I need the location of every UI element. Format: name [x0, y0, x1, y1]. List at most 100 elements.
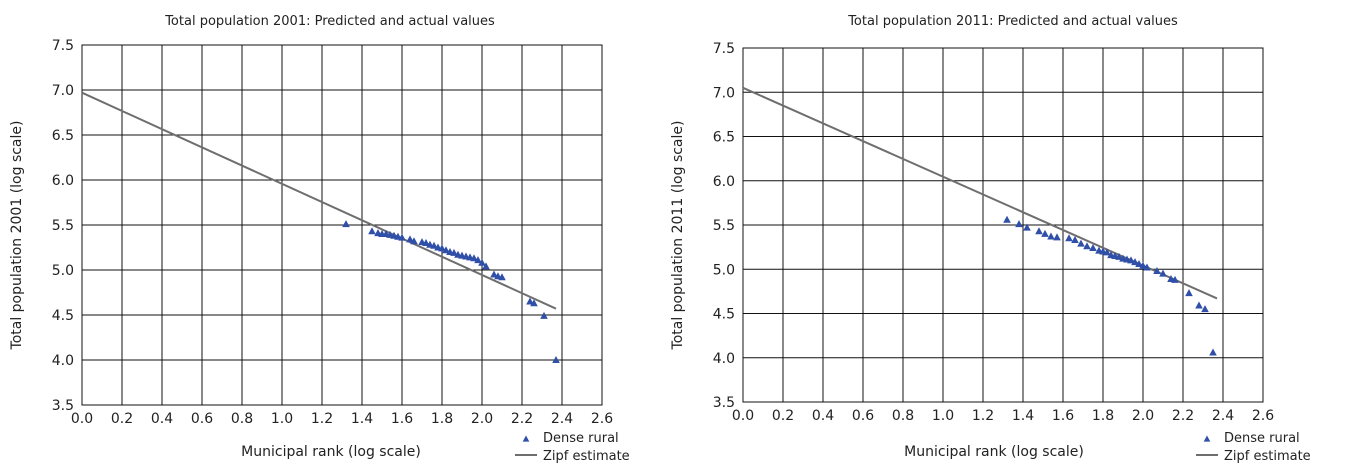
legend: Dense rural Zipf estimate [515, 431, 630, 464]
x-tick-label: 1.2 [972, 408, 994, 424]
x-tick-label: 1.2 [311, 411, 333, 427]
zipf-line [81, 91, 557, 310]
data-point [1153, 267, 1161, 275]
gridlines [81, 44, 603, 406]
x-tick-label: 0.8 [892, 408, 914, 424]
dense-rural-points [1003, 215, 1217, 356]
plot-frame [81, 44, 603, 406]
dense-rural-points [342, 220, 560, 363]
data-point [490, 270, 498, 278]
data-point [1159, 269, 1167, 277]
x-tick-label: 1.6 [391, 411, 413, 427]
data-point [410, 237, 418, 245]
data-point [1131, 258, 1139, 266]
data-point [478, 258, 486, 266]
x-tick-label: 2.0 [471, 411, 493, 427]
y-tick-label: 7.0 [52, 83, 74, 99]
x-axis-label: Municipal rank (log scale) [904, 444, 1084, 460]
data-point [540, 311, 548, 319]
data-point [1035, 227, 1043, 235]
data-point [1115, 252, 1123, 260]
x-tick-label: 0.6 [191, 411, 213, 427]
data-point [1047, 232, 1055, 240]
y-tick-label: 4.5 [52, 308, 74, 324]
x-tick-label: 0.2 [772, 408, 794, 424]
x-tick-label: 2.6 [591, 411, 613, 427]
x-tick-labels: 0.0 0.2 0.4 0.6 0.8 1.0 1.2 1.4 1.6 1.8 2.0 2.2 2.4 2… [732, 408, 1274, 424]
x-tick-label: 0.2 [111, 411, 133, 427]
data-point [1053, 233, 1061, 241]
y-tick-label: 7.0 [713, 85, 735, 101]
data-point [482, 262, 490, 270]
legend-marker-dense-rural [1203, 435, 1211, 442]
data-point [430, 241, 438, 249]
x-tick-label: 1.4 [351, 411, 373, 427]
y-tick-label: 4.5 [713, 307, 735, 323]
x-tick-label: 1.8 [1092, 408, 1114, 424]
data-point [1143, 263, 1151, 271]
y-tick-label: 7.5 [52, 38, 74, 54]
y-tick-label: 6.5 [52, 128, 74, 144]
data-point [1015, 220, 1023, 228]
data-point [1077, 239, 1085, 247]
x-tick-label: 0.0 [71, 411, 93, 427]
y-tick-label: 4.0 [52, 353, 74, 369]
data-point [1065, 234, 1073, 242]
y-tick-label: 3.5 [52, 398, 74, 414]
y-tick-label: 6.0 [713, 174, 735, 190]
data-point [1135, 259, 1143, 267]
chart-2011: Total population 2011: Predicted and act… [670, 14, 1311, 464]
data-point [1127, 256, 1135, 264]
data-point [530, 299, 538, 307]
y-tick-label: 5.0 [713, 262, 735, 278]
x-tick-label: 0.4 [151, 411, 173, 427]
y-tick-label: 6.5 [713, 130, 735, 146]
data-point [406, 235, 414, 243]
data-point [526, 297, 534, 305]
y-tick-label: 3.5 [713, 395, 735, 411]
x-tick-label: 0.0 [732, 408, 754, 424]
x-tick-labels: 0.0 0.2 0.4 0.6 0.8 1.0 1.2 1.4 1.6 1.8 2.0 2.2 2.4 2… [71, 411, 613, 427]
y-tick-labels: 3.5 4.0 4.5 5.0 5.5 6.0 6.5 7.0 7.5 [713, 41, 735, 411]
legend-label-zipf: Zipf estimate [1224, 449, 1311, 464]
x-tick-label: 1.0 [271, 411, 293, 427]
legend-marker-dense-rural [522, 435, 530, 442]
x-tick-label: 1.4 [1012, 408, 1034, 424]
x-tick-label: 0.8 [231, 411, 253, 427]
data-point [398, 233, 406, 241]
data-point [474, 256, 482, 264]
data-point [368, 227, 376, 235]
y-tick-label: 5.5 [713, 218, 735, 234]
x-axis-label: Municipal rank (log scale) [241, 444, 421, 460]
data-point [1139, 261, 1147, 269]
y-axis-label: Total population 2001 (log scale) [9, 121, 25, 351]
data-point [1103, 248, 1111, 256]
data-point [1201, 305, 1209, 313]
x-tick-label: 2.0 [1132, 408, 1154, 424]
gridlines [742, 47, 1264, 403]
y-tick-label: 4.0 [713, 351, 735, 367]
data-point [342, 220, 350, 228]
data-point [1003, 215, 1011, 223]
data-point [1071, 236, 1079, 244]
x-tick-label: 0.4 [812, 408, 834, 424]
data-point [1089, 244, 1097, 252]
x-tick-label: 2.2 [1172, 408, 1194, 424]
data-point [1185, 289, 1193, 297]
data-point [1083, 242, 1091, 250]
y-tick-label: 5.5 [52, 218, 74, 234]
chart-2001: Total population 2001: Predicted and act… [9, 14, 630, 464]
x-tick-label: 1.8 [431, 411, 453, 427]
x-tick-label: 0.6 [852, 408, 874, 424]
legend-label-dense-rural: Dense rural [543, 431, 619, 446]
x-tick-label: 1.0 [932, 408, 954, 424]
x-tick-label: 2.4 [1212, 408, 1234, 424]
data-point [498, 273, 506, 281]
y-tick-label: 5.0 [52, 263, 74, 279]
legend: Dense rural Zipf estimate [1196, 431, 1311, 464]
x-tick-label: 2.6 [1252, 408, 1274, 424]
chart-title: Total population 2011: Predicted and act… [847, 14, 1178, 29]
data-point [438, 244, 446, 252]
x-tick-label: 1.6 [1052, 408, 1074, 424]
